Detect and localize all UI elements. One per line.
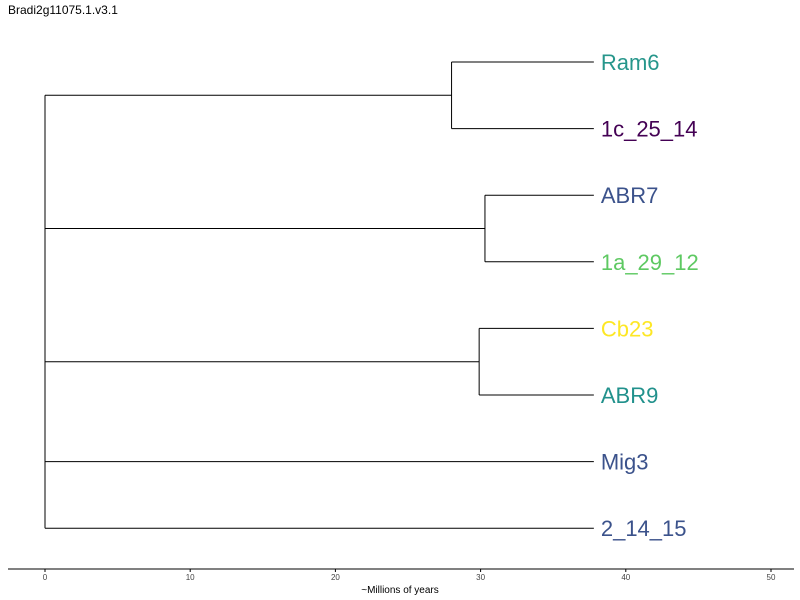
- x-axis-tick-label: 10: [186, 573, 195, 582]
- x-axis-label: ~Millions of years: [361, 585, 439, 596]
- x-axis-tick-label: 20: [331, 573, 340, 582]
- x-axis-ticks: 0 10 20 30 40 50: [43, 569, 776, 582]
- x-axis-tick-label: 30: [476, 573, 485, 582]
- leaf-label: ABR7: [601, 183, 658, 208]
- leaf-label: Ram6: [601, 50, 660, 75]
- leaf-labels: Ram6 1c_25_14 ABR7 1a_29_12 Cb23 ABR9 Mig3 2_14…: [601, 50, 699, 541]
- x-axis-tick-label: 40: [621, 573, 630, 582]
- leaf-label: Cb23: [601, 316, 654, 341]
- leaf-label: Mig3: [601, 450, 649, 475]
- leaf-label: ABR9: [601, 383, 658, 408]
- page-title: Bradi2g11075.1.v3.1: [8, 3, 118, 17]
- leaf-label: 1a_29_12: [601, 250, 699, 275]
- x-axis: 0 10 20 30 40 50 ~Millions of years: [8, 568, 794, 596]
- leaf-label: 1c_25_14: [601, 117, 698, 142]
- x-axis-tick-label: 0: [43, 573, 48, 582]
- tree-branches: [44, 61, 594, 529]
- x-axis-tick-label: 50: [767, 573, 776, 582]
- leaf-label: 2_14_15: [601, 516, 687, 541]
